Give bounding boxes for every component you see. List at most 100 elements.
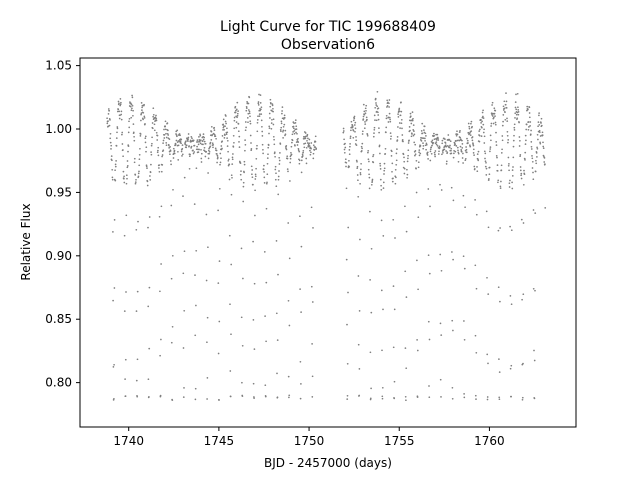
data-point xyxy=(440,189,443,191)
data-point xyxy=(187,136,190,139)
data-point xyxy=(216,154,219,157)
data-point xyxy=(160,338,162,341)
data-point xyxy=(395,163,398,166)
data-point xyxy=(483,135,486,138)
data-point xyxy=(505,107,508,109)
data-point xyxy=(181,153,184,156)
data-point xyxy=(480,122,482,124)
data-point xyxy=(509,179,511,182)
data-point xyxy=(470,122,472,125)
data-point xyxy=(230,333,232,336)
data-point xyxy=(139,147,141,150)
data-point xyxy=(244,143,247,146)
data-point xyxy=(538,112,540,114)
data-point xyxy=(133,139,136,142)
data-point xyxy=(488,178,490,180)
data-point xyxy=(343,148,346,151)
data-point xyxy=(252,240,254,243)
data-point xyxy=(472,148,475,151)
data-point xyxy=(312,227,314,229)
data-point xyxy=(256,144,258,147)
data-point xyxy=(275,185,278,188)
data-point xyxy=(499,227,501,229)
y-tick-label: 1.05 xyxy=(45,59,72,73)
data-point xyxy=(382,181,385,184)
data-point xyxy=(310,147,312,150)
data-point xyxy=(135,310,138,312)
data-point xyxy=(463,393,465,395)
data-point xyxy=(403,172,406,175)
data-point xyxy=(367,158,370,161)
data-point xyxy=(437,137,439,140)
data-point xyxy=(270,122,273,124)
data-point xyxy=(265,207,268,210)
data-point xyxy=(473,168,476,170)
data-point xyxy=(359,172,362,174)
data-point xyxy=(476,153,479,155)
data-point xyxy=(409,115,412,118)
data-point xyxy=(136,358,139,361)
data-point xyxy=(459,136,462,139)
data-point xyxy=(510,395,512,398)
data-point xyxy=(128,126,131,129)
data-point xyxy=(413,130,415,132)
data-point xyxy=(542,154,545,157)
data-point xyxy=(386,99,389,102)
data-point xyxy=(134,181,137,183)
data-point xyxy=(112,299,114,302)
data-point xyxy=(222,118,225,121)
data-point xyxy=(461,157,464,159)
data-point xyxy=(495,131,497,134)
data-point xyxy=(234,111,237,114)
data-point xyxy=(474,264,477,267)
data-point xyxy=(411,119,414,122)
data-point xyxy=(285,147,287,150)
data-point xyxy=(512,139,515,142)
data-point xyxy=(203,136,206,139)
data-point xyxy=(247,112,250,115)
data-point xyxy=(257,115,259,118)
data-point xyxy=(532,287,535,290)
data-point xyxy=(265,340,267,343)
data-point xyxy=(351,125,354,127)
data-point xyxy=(357,179,359,182)
data-point xyxy=(538,123,541,126)
data-point xyxy=(211,142,214,145)
data-point xyxy=(532,171,534,174)
data-point xyxy=(161,164,164,166)
data-point xyxy=(359,238,361,241)
data-point xyxy=(362,118,365,120)
data-point xyxy=(218,187,221,190)
x-tick-label: 1750 xyxy=(294,434,325,448)
data-point xyxy=(125,182,128,185)
data-point xyxy=(446,145,449,147)
data-point xyxy=(522,222,525,224)
data-point xyxy=(208,150,211,153)
data-point xyxy=(218,320,221,323)
data-point xyxy=(138,164,141,167)
data-point xyxy=(191,137,193,140)
data-point xyxy=(457,149,459,152)
data-point xyxy=(385,114,388,117)
data-point xyxy=(394,182,397,185)
data-point xyxy=(391,162,394,165)
data-point xyxy=(517,113,520,116)
data-point xyxy=(371,181,373,184)
data-point xyxy=(534,170,537,173)
data-point xyxy=(169,146,171,148)
data-point xyxy=(422,145,425,147)
data-point xyxy=(474,334,477,337)
data-point xyxy=(367,168,370,171)
data-point xyxy=(205,213,208,216)
data-point xyxy=(297,147,300,150)
data-point xyxy=(514,112,517,115)
data-point xyxy=(372,153,375,156)
data-point xyxy=(233,141,235,144)
plot-frame xyxy=(79,57,577,428)
data-point xyxy=(416,339,418,341)
data-point xyxy=(296,132,298,135)
data-point xyxy=(221,135,224,137)
data-point xyxy=(507,139,510,141)
data-point xyxy=(111,168,114,171)
